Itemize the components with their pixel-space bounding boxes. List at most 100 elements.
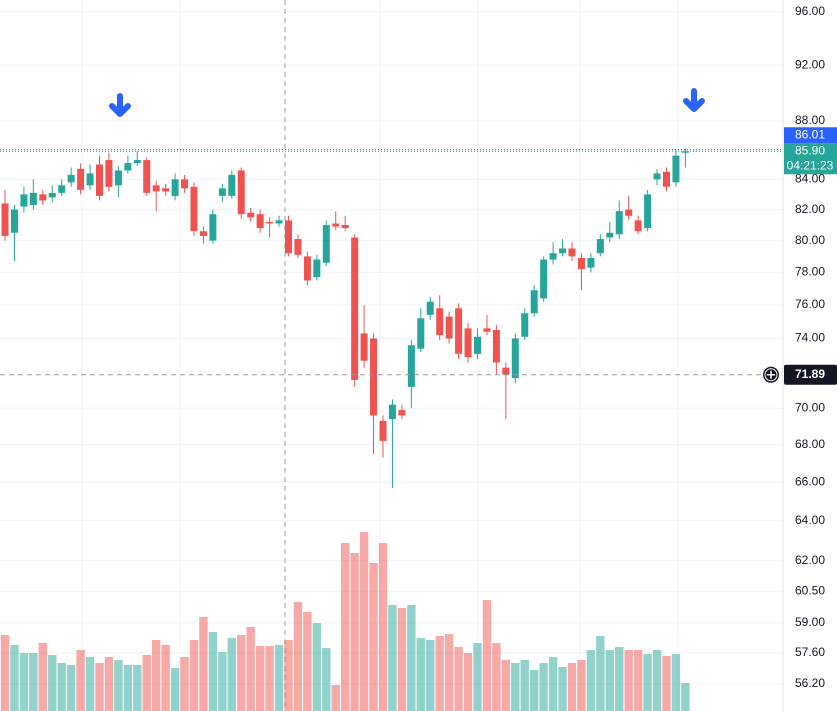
candle-body — [672, 155, 680, 183]
volume-bar — [274, 645, 284, 711]
volume-bar — [407, 605, 416, 711]
y-tick-label: 60.50 — [795, 584, 825, 598]
volume-bar — [369, 563, 378, 711]
candle-body — [58, 185, 66, 193]
volume-bar — [76, 650, 85, 711]
volume-bar — [539, 663, 548, 711]
candle-body — [67, 174, 75, 183]
candle-body — [615, 211, 623, 235]
volume-bar — [671, 654, 681, 711]
candle-body — [10, 209, 18, 233]
candle-body — [143, 160, 151, 193]
candle-body — [492, 330, 500, 363]
price-label-box — [784, 143, 837, 175]
candle-body — [199, 231, 207, 236]
volume-bar — [652, 650, 662, 711]
volume-bar — [284, 640, 293, 711]
volume-bar — [227, 638, 236, 711]
volume-bar — [66, 665, 76, 711]
candle-body — [436, 308, 444, 336]
candle-body — [455, 308, 463, 354]
volume-bar — [48, 655, 57, 711]
candle-body — [341, 225, 349, 229]
volume-bar — [255, 646, 265, 711]
volume-bar — [501, 660, 511, 711]
y-tick-label: 84.00 — [795, 172, 825, 186]
candle-body — [351, 237, 359, 380]
y-tick-label: 57.60 — [795, 645, 825, 659]
volume-bar — [662, 656, 671, 711]
candle-body — [247, 212, 255, 218]
volume-bar — [331, 685, 340, 711]
volume-bar — [492, 643, 501, 711]
y-tick-label: 76.00 — [795, 297, 825, 311]
candle-body — [559, 248, 567, 254]
candle-body — [77, 168, 85, 190]
y-tick-label: 68.00 — [795, 437, 825, 451]
candle-body — [48, 192, 56, 198]
y-tick-label: 64.00 — [795, 513, 825, 527]
candle-body — [181, 179, 189, 189]
crosshair-label-box — [784, 364, 837, 385]
volume-bar — [359, 532, 369, 711]
volume-bar — [463, 653, 473, 711]
volume-bar — [218, 652, 227, 711]
volume-bar — [473, 643, 482, 711]
volume-bar — [85, 657, 95, 711]
arrow-marker — [109, 93, 131, 117]
candle-body — [29, 192, 37, 206]
candle-body — [398, 410, 406, 416]
y-tick-label: 78.00 — [795, 265, 825, 279]
volume-bar — [530, 670, 539, 711]
volume-bar — [322, 648, 331, 711]
candle-body — [114, 170, 122, 186]
candle-body — [256, 214, 264, 229]
candle-body — [568, 248, 576, 257]
volume-bar — [558, 667, 567, 711]
volume-bar — [133, 665, 142, 711]
candle-body — [502, 367, 510, 375]
candle-body — [96, 164, 103, 196]
volume-bar — [444, 634, 454, 711]
y-tick-label: 92.00 — [795, 57, 825, 71]
candle-body — [663, 171, 670, 187]
candle-body — [407, 345, 415, 387]
volume-bar — [170, 668, 180, 711]
volume-bar — [123, 665, 133, 711]
volume-bar — [246, 627, 255, 711]
candle-body — [285, 220, 292, 254]
candle-body — [228, 174, 236, 196]
volume-bar — [341, 543, 350, 711]
y-tick-label: 74.00 — [795, 331, 825, 345]
crosshair-label: 71.89 — [795, 367, 825, 381]
volume-bar — [435, 636, 444, 711]
volume-bar — [29, 653, 38, 711]
candle-body — [521, 313, 529, 337]
volume-bar — [681, 683, 690, 711]
volume-bar — [265, 646, 274, 711]
volume-bar — [520, 660, 529, 711]
y-tick-label: 56.20 — [795, 676, 825, 690]
candle-body — [237, 170, 245, 215]
volume-bar — [180, 657, 189, 711]
volume-bar — [114, 660, 123, 711]
volume-bar — [237, 635, 246, 711]
volume-bar — [312, 623, 322, 711]
price-label: 86.01 — [795, 127, 825, 141]
candle-body — [474, 336, 481, 354]
arrow-marker — [683, 88, 705, 112]
candle-body — [162, 188, 170, 192]
candle-body — [464, 328, 472, 358]
volume-bar — [426, 640, 435, 711]
volume-bar — [624, 650, 633, 711]
y-tick-label: 70.00 — [795, 400, 825, 414]
candle-body — [483, 328, 491, 332]
candle-body — [1, 203, 9, 236]
volume-bar — [19, 653, 29, 711]
candle-body — [105, 160, 113, 187]
volume-bar — [378, 543, 388, 711]
volume-bar — [293, 602, 303, 711]
candle-body — [634, 220, 642, 232]
candle-body — [625, 209, 633, 216]
candle-body — [332, 223, 340, 227]
